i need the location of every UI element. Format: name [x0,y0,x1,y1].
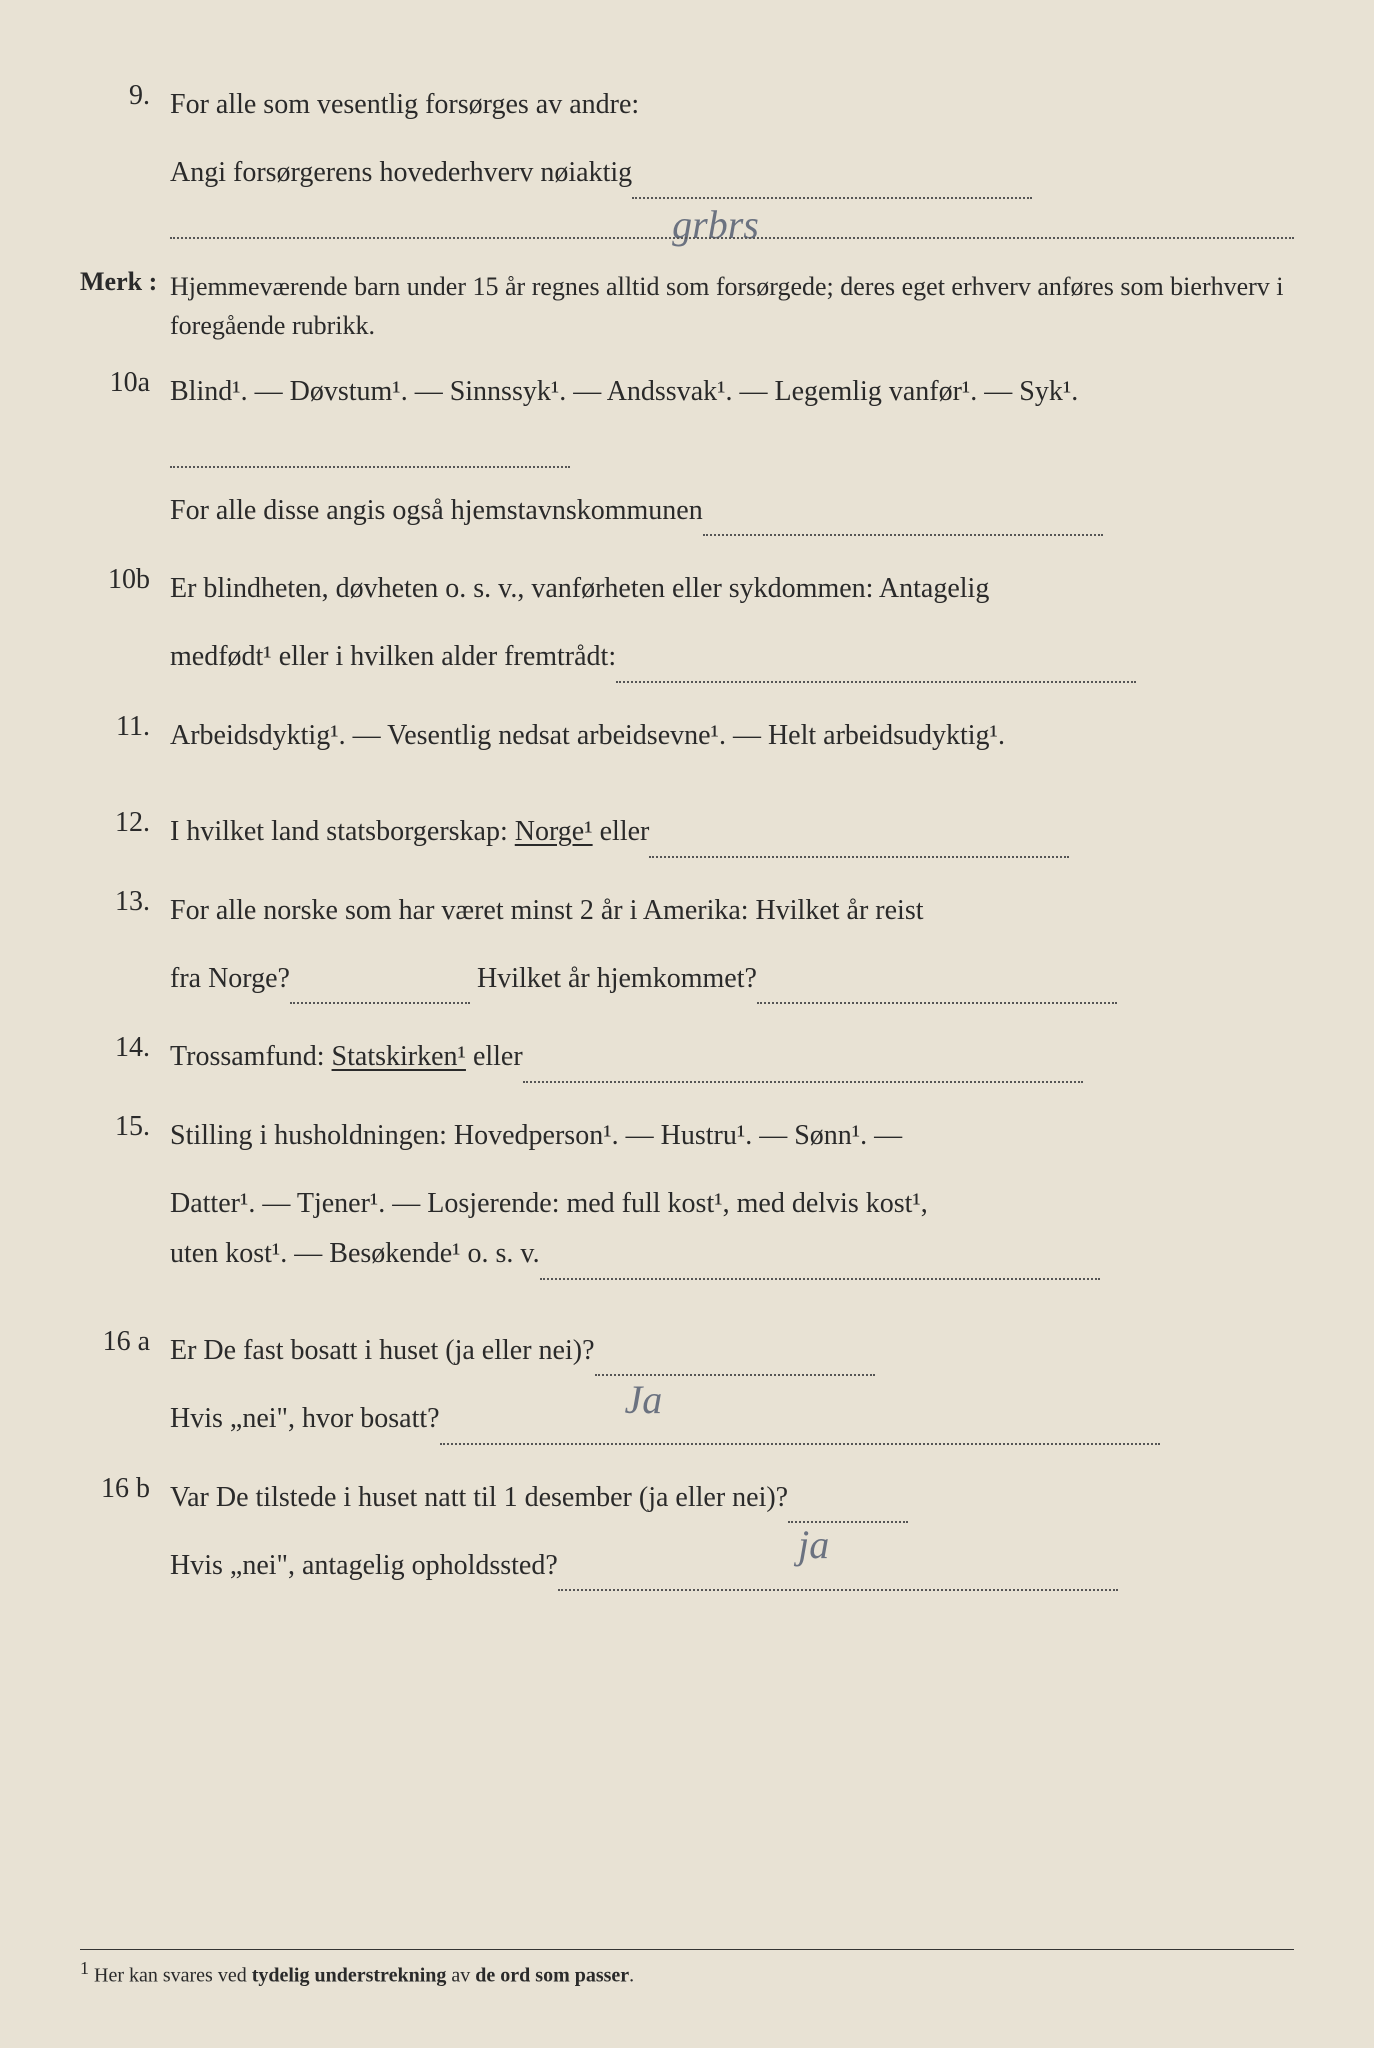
question-16b: 16 b Var De tilstede i huset natt til 1 … [80,1473,1294,1592]
q10b-line1: Er blindheten, døvheten o. s. v., vanfør… [170,564,1294,614]
q15-line2: Datter¹. — Tjener¹. — Losjerende: med fu… [170,1179,1294,1229]
q10a-line2: For alle disse angis også hjemstavnskomm… [170,495,703,526]
question-14: 14. Trossamfund: Statskirken¹ eller [80,1032,1294,1082]
q16b-handwritten: ja [798,1509,829,1581]
question-10b: 10b Er blindheten, døvheten o. s. v., va… [80,564,1294,683]
question-11: 11. Arbeidsdyktig¹. — Vesentlig nedsat a… [80,711,1294,761]
q12-pre: I hvilket land statsborgerskap: [170,816,515,847]
question-9: 9. For alle som vesentlig forsørges av a… [80,80,1294,239]
q12-norge: Norge¹ [515,816,593,847]
footnote: 1 Her kan svares ved tydelig understrekn… [80,1949,1294,1988]
q12-number: 12. [80,807,170,839]
q11-text: Arbeidsdyktig¹. — Vesentlig nedsat arbei… [170,711,1294,761]
q16b-line2: Hvis „nei", antagelig opholdssted? [170,1550,558,1581]
q14-stats: Statskirken¹ [332,1041,466,1072]
q16a-line1: Er De fast bosatt i huset (ja eller nei)… [170,1335,595,1366]
question-15: 15. Stilling i husholdningen: Hovedperso… [80,1111,1294,1280]
question-10a: 10a Blind¹. — Døvstum¹. — Sinnssyk¹. — A… [80,367,1294,536]
q16a-line2: Hvis „nei", hvor bosatt? [170,1403,440,1434]
merk-note: Merk : Hjemmeværende barn under 15 år re… [80,267,1294,345]
q14-pre: Trossamfund: [170,1041,332,1072]
q9-line1: For alle som vesentlig forsørges av andr… [170,80,1294,130]
q15-line1: Stilling i husholdningen: Hovedperson¹. … [170,1111,1294,1161]
question-16a: 16 a Er De fast bosatt i huset (ja eller… [80,1326,1294,1445]
q15-number: 15. [80,1111,170,1143]
q10a-number: 10a [80,367,170,399]
footnote-num: 1 [80,1958,89,1978]
q9-blank-line [170,209,1294,239]
q16b-line1: Var De tilstede i huset natt til 1 desem… [170,1482,788,1513]
q13-number: 13. [80,886,170,918]
q10b-number: 10b [80,564,170,596]
q13-from: fra Norge? [170,963,290,994]
q13-home: Hvilket år hjemkommet? [477,963,757,994]
q16b-number: 16 b [80,1473,170,1505]
merk-text: Hjemmeværende barn under 15 år regnes al… [170,267,1294,345]
q12-post: eller [593,816,650,847]
q14-post: eller [466,1041,523,1072]
question-13: 13. For alle norske som har været minst … [80,886,1294,1005]
q10a-options: Blind¹. — Døvstum¹. — Sinnssyk¹. — Andss… [170,376,1078,407]
merk-label: Merk : [80,267,170,297]
q10b-line2: medfødt¹ eller i hvilken alder fremtrådt… [170,641,616,672]
q13-line1: For alle norske som har været minst 2 år… [170,886,1294,936]
question-12: 12. I hvilket land statsborgerskap: Norg… [80,807,1294,857]
q14-number: 14. [80,1032,170,1064]
footnote-text: Her kan svares ved tydelig understreknin… [94,1965,634,1987]
q9-line2: Angi forsørgerens hovederhverv nøiaktig [170,157,632,188]
q15-line3: uten kost¹. — Besøkende¹ o. s. v. [170,1238,540,1269]
q9-number: 9. [80,80,170,112]
q16a-handwritten: Ja [625,1364,663,1436]
q16a-number: 16 a [80,1326,170,1358]
census-form: 9. For alle som vesentlig forsørges av a… [80,80,1294,1591]
q11-number: 11. [80,711,170,743]
